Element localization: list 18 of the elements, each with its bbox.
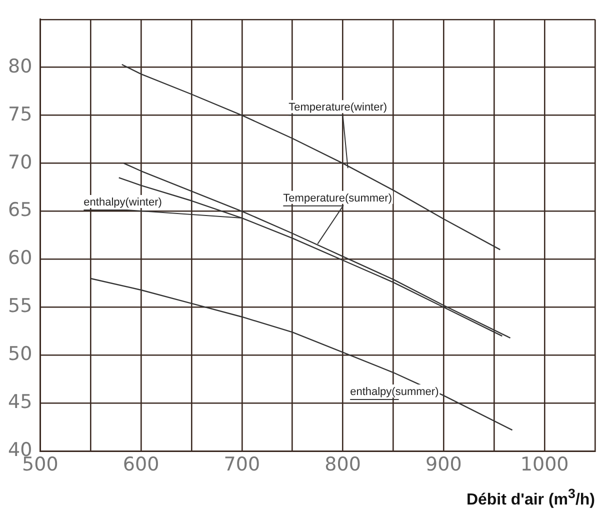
x-tick-label: 900	[426, 454, 462, 476]
y-tick-label: 55	[8, 295, 32, 318]
x-axis-title: Débit d'air (m$^{3}$/h)	[466, 486, 595, 510]
y-tick-label: 80	[8, 55, 32, 78]
y-tick-label: 50	[8, 343, 32, 366]
annotation: enthalpy(winter)	[84, 196, 162, 209]
y-tick-label: 75	[8, 103, 32, 126]
x-tick-label: 600	[122, 454, 160, 476]
y-tick-label: 60	[8, 247, 32, 270]
annotation: Temperature(winter)	[288, 102, 388, 114]
x-tick-label: 1000	[520, 454, 569, 476]
annotation: enthalpy(summer)	[350, 386, 439, 398]
annotation: Temperature(summer)	[283, 192, 392, 204]
x-tick-label: 800	[324, 454, 361, 476]
y-tick-label: 65	[8, 199, 32, 222]
x-tick-label: 700	[224, 454, 260, 476]
y-tick-label: 70	[8, 151, 32, 174]
y-tick-label: 45	[8, 391, 32, 414]
